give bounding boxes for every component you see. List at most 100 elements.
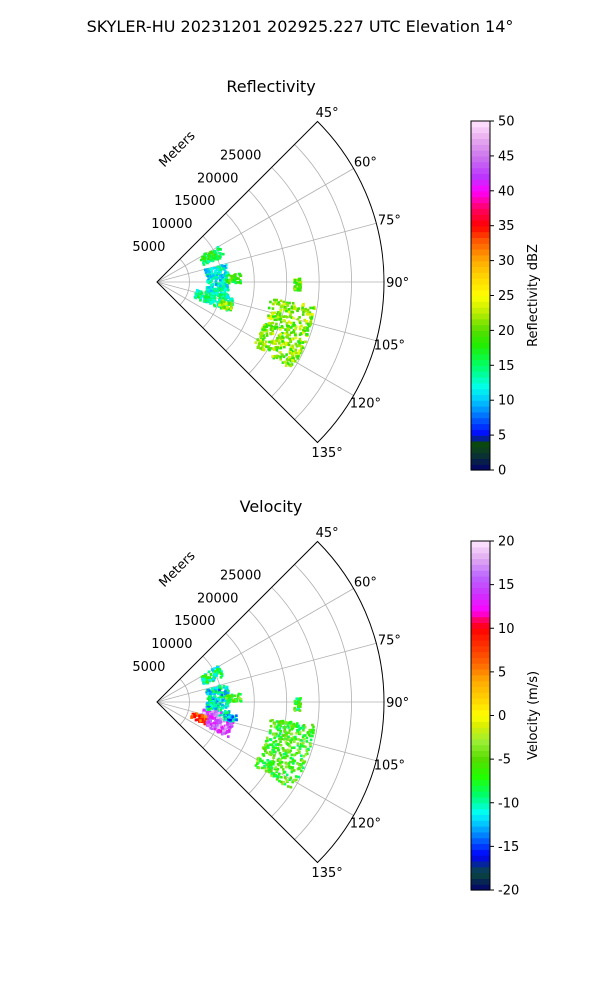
echo-gate (271, 329, 274, 333)
echo-gate (271, 332, 275, 336)
echo-gate (204, 717, 208, 721)
echo-gate (270, 326, 273, 330)
echo-gate (238, 272, 241, 276)
echo-gate (290, 738, 294, 741)
echo-gate (225, 292, 228, 296)
echo-gate (291, 757, 294, 761)
echo-gate (282, 725, 286, 729)
echo-gate (297, 707, 300, 711)
echo-gate (285, 309, 288, 313)
echo-gate (267, 321, 271, 325)
echo-gate (286, 721, 290, 725)
echo-gate (302, 728, 305, 732)
colorbar-band (471, 732, 490, 740)
echo-gate (258, 332, 262, 336)
echo-gate (228, 730, 231, 733)
echo-gate (278, 732, 282, 735)
echo-gate (224, 730, 228, 733)
echo-gate (308, 734, 312, 738)
echo-gate (210, 266, 214, 270)
echo-gate (309, 321, 312, 324)
echo-gate (291, 337, 294, 341)
echo-gate (232, 280, 235, 283)
echo-gate (199, 297, 203, 301)
echo-gate (300, 324, 303, 328)
colorbar-band (471, 552, 490, 560)
echo-gate (222, 281, 225, 285)
echo-gate (222, 274, 225, 278)
echo-gate (297, 775, 300, 779)
echo-gate (228, 725, 232, 729)
echo-gate (267, 770, 271, 774)
echo-gate (263, 328, 267, 331)
echo-gate (204, 299, 208, 302)
echo-gate (212, 723, 215, 727)
colorbar-band (471, 791, 490, 798)
colorbar-tick-label: 0 (498, 464, 506, 479)
echo-gate (228, 728, 231, 732)
echo-gate (226, 698, 230, 702)
echo-gate (282, 749, 285, 752)
echo-gate (283, 345, 286, 349)
echo-gate (203, 679, 206, 682)
echo-gate (221, 292, 225, 295)
echo-gate (275, 732, 278, 736)
echo-gate (208, 676, 211, 679)
echo-gate (272, 315, 275, 318)
echo-gate (282, 355, 286, 359)
echo-gate (200, 294, 203, 298)
range-tick-label: 25000 (220, 148, 261, 163)
echo-gate (212, 690, 216, 694)
echo-region (254, 719, 315, 789)
colorbar-band (471, 307, 490, 314)
echo-gate (280, 320, 283, 324)
echo-gate (209, 727, 213, 730)
echo-gate (295, 751, 298, 755)
echo-gate (201, 675, 205, 678)
echo-gate (299, 349, 303, 353)
echo-gate (289, 724, 292, 728)
echo-region (293, 697, 302, 712)
echo-gate (290, 363, 294, 366)
echo-gate (201, 255, 204, 259)
echo-gate (211, 711, 215, 714)
echo-gate (259, 347, 262, 350)
echo-gate (211, 706, 215, 710)
colorbar-band (471, 446, 490, 454)
colorbar-band (471, 289, 490, 297)
colorbar-band (471, 796, 490, 804)
echo-gate (222, 252, 225, 256)
echo-gate (300, 764, 303, 767)
echo-gate (211, 254, 214, 257)
echo-gate (293, 706, 297, 710)
echo-gate (294, 701, 298, 705)
colorbar-band (471, 744, 490, 751)
echo-gate (196, 718, 199, 721)
echo-gate (299, 726, 302, 730)
echo-gate (270, 750, 273, 754)
echo-gate (280, 775, 283, 779)
echo-gate (209, 673, 213, 676)
echo-gate (289, 331, 293, 335)
echo-gate (305, 736, 309, 740)
echo-gate (224, 690, 227, 693)
echo-gate (264, 747, 268, 751)
echo-gate (302, 766, 305, 770)
echo-gate (225, 697, 228, 700)
theta-tick-label: 120° (350, 816, 381, 831)
echo-gate (273, 772, 276, 776)
echo-gate (306, 752, 309, 755)
echo-gate (287, 731, 291, 735)
echo-gate (269, 738, 273, 742)
echo-gate (234, 281, 237, 285)
echo-gate (288, 744, 292, 748)
echo-gate (209, 717, 212, 720)
echo-gate (224, 287, 228, 291)
echo-gate (223, 300, 226, 304)
echo-gate (270, 774, 273, 777)
colorbar-band (471, 254, 490, 262)
echo-gate (264, 769, 268, 773)
echo-gate (286, 358, 290, 362)
colorbar-band (471, 570, 490, 577)
echo-gate (309, 319, 313, 323)
